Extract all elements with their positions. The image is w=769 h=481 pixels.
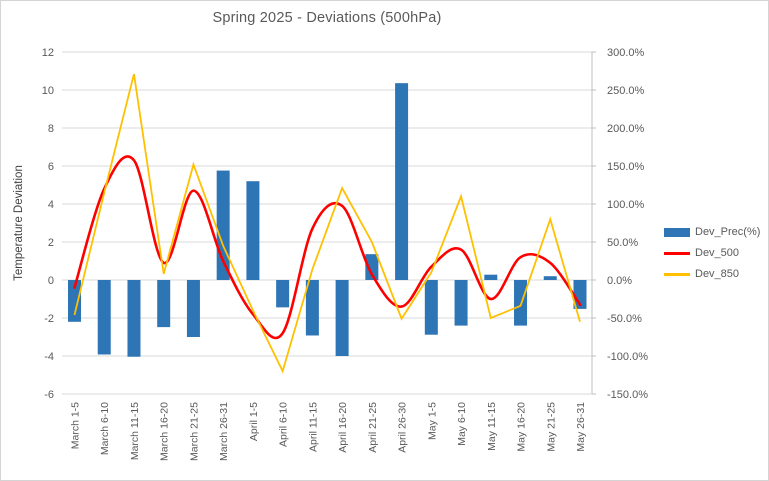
svg-text:March 1-5: March 1-5: [70, 402, 82, 449]
legend-swatch-bar-icon: [664, 227, 690, 237]
bar: [157, 280, 171, 328]
bar: [335, 280, 349, 356]
bar: [424, 280, 438, 335]
svg-text:8: 8: [48, 123, 54, 135]
svg-text:May 21-25: May 21-25: [545, 402, 557, 452]
bar: [97, 280, 111, 355]
svg-text:250.0%: 250.0%: [607, 85, 645, 97]
svg-text:March 11-15: March 11-15: [129, 402, 141, 460]
bar: [543, 276, 557, 280]
svg-text:March 26-31: March 26-31: [218, 402, 230, 461]
svg-text:2: 2: [48, 237, 54, 249]
svg-text:May 16-20: May 16-20: [516, 402, 528, 452]
bar: [246, 181, 260, 280]
svg-text:-6: -6: [44, 389, 54, 401]
svg-text:April 11-15: April 11-15: [307, 402, 319, 452]
bar: [186, 280, 200, 337]
legend-label: Dev_500: [695, 247, 740, 259]
svg-text:May 11-15: May 11-15: [486, 402, 498, 451]
svg-text:10: 10: [42, 85, 54, 97]
legend-item-dev-500: Dev_500: [664, 247, 760, 259]
y-axis-title: Temperature Deviation: [13, 165, 25, 281]
legend-label: Dev_Prec(%): [695, 226, 761, 238]
svg-text:May 1-5: May 1-5: [426, 402, 438, 440]
svg-text:May 26-31: May 26-31: [575, 402, 587, 452]
svg-text:April 6-10: April 6-10: [278, 402, 290, 447]
bar-series-dev-prec: [68, 83, 587, 357]
svg-text:March 21-25: March 21-25: [188, 402, 200, 461]
svg-text:April 1-5: April 1-5: [248, 402, 260, 441]
bar: [276, 280, 290, 308]
bar: [365, 254, 379, 280]
svg-text:May 6-10: May 6-10: [456, 402, 468, 446]
legend: Dev_Prec(%) Dev_500 Dev_850: [664, 226, 760, 280]
y-axis-tick-labels: 12 10 8 6 4 2 0 -2 -4 -6: [42, 47, 54, 401]
svg-text:April 16-20: April 16-20: [337, 402, 349, 453]
legend-item-dev-prec: Dev_Prec(%): [664, 226, 760, 238]
svg-text:April 26-30: April 26-30: [397, 402, 409, 453]
dev-500-line: [73, 155, 582, 340]
svg-text:March 16-20: March 16-20: [159, 402, 171, 461]
dev-850-line: [73, 73, 581, 374]
x-axis-labels: March 1-5 March 6-10 March 11-15 March 16-2…: [70, 402, 587, 461]
svg-text:0.0%: 0.0%: [607, 275, 632, 287]
bar: [127, 280, 141, 357]
svg-text:150.0%: 150.0%: [607, 161, 645, 173]
bar: [68, 280, 81, 322]
legend-swatch-yellow-line-icon: [664, 272, 690, 276]
svg-text:-50.0%: -50.0%: [607, 313, 642, 325]
svg-text:-150.0%: -150.0%: [607, 389, 648, 401]
svg-text:4: 4: [48, 199, 54, 211]
svg-text:0: 0: [48, 275, 54, 287]
legend-label: Dev_850: [695, 268, 740, 280]
secondary-axis-line: [591, 51, 596, 395]
svg-text:50.0%: 50.0%: [607, 237, 638, 249]
bar: [484, 274, 498, 280]
svg-text:300.0%: 300.0%: [607, 47, 645, 59]
svg-text:12: 12: [42, 47, 54, 59]
bar: [454, 280, 468, 326]
gridlines: [62, 51, 592, 395]
y2-axis-tick-labels: 300.0% 250.0% 200.0% 150.0% 100.0% 50.0% 0.0% -…: [607, 47, 648, 401]
legend-item-dev-850: Dev_850: [664, 268, 760, 280]
chart-title: Spring 2025 - Deviations (500hPa): [212, 10, 442, 26]
bar: [395, 83, 409, 280]
svg-text:200.0%: 200.0%: [607, 123, 645, 135]
bar: [305, 280, 319, 336]
svg-text:-4: -4: [44, 351, 54, 363]
svg-text:-2: -2: [44, 313, 54, 325]
svg-text:-100.0%: -100.0%: [607, 351, 648, 363]
svg-text:March 6-10: March 6-10: [99, 402, 111, 455]
svg-text:April 21-25: April 21-25: [367, 402, 379, 453]
svg-text:6: 6: [48, 161, 54, 173]
bar: [514, 280, 528, 326]
legend-swatch-red-line-icon: [664, 251, 690, 255]
svg-text:100.0%: 100.0%: [607, 199, 645, 211]
